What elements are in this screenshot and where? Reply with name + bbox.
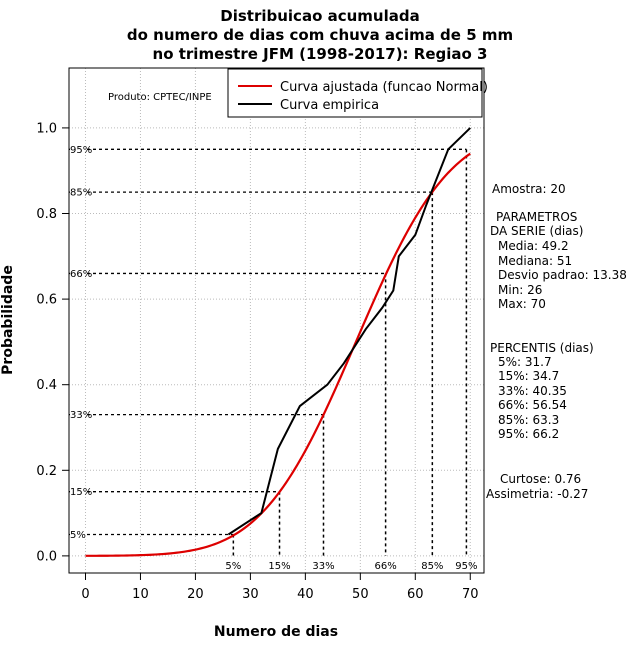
legend-box [227,68,483,118]
chart-title-line3: no trimestre JFM (1998-2017): Regiao 3 [152,45,488,63]
chart-title-line2: do numero de dias com chuva acima de 5 m… [126,26,514,44]
product-label: Produto: CPTEC/INPE [108,92,212,103]
y-axis-label: Probabilidade [0,265,16,375]
sample-count: Amostra: 20 [492,182,566,196]
percentile-y-label: 66% [70,269,92,280]
percentile-x-label: 5% [225,561,241,572]
y-tick-label: 0.2 [36,464,57,479]
percentile-label-bg [70,528,86,540]
fitted-normal-curve [85,152,471,557]
legend: Curva ajustada (funcao Normal) Curva emp… [227,68,488,118]
y-tick-label: 0.0 [36,549,57,564]
x-tick-label: 40 [297,587,314,602]
x-tick-label: 50 [352,587,369,602]
percentile-x-label: 95% [455,561,477,572]
y-tick-label: 0.6 [36,293,57,308]
x-tick-label: 10 [132,587,149,602]
percentile-y-label: 5% [70,530,86,541]
x-tick-label: 20 [187,587,204,602]
x-tick-label: 60 [407,587,424,602]
percentile-y-label: 15% [70,487,92,498]
percentile-label-bg [70,186,86,198]
y-tick-label: 0.4 [36,378,57,393]
legend-empirical-label: Curva empirica [280,98,379,113]
x-tick-label: 30 [242,587,259,602]
percentile-label-bg [70,408,86,420]
stat-min: Min: 26 [498,283,543,297]
stat-desvio: Desvio padrao: 13.38 [498,268,627,282]
percentile-x-label: 15% [268,561,290,572]
stat-p66: 66%: 56.54 [498,398,567,412]
stat-max: Max: 70 [498,297,546,311]
stat-p15: 15%: 34.7 [498,369,560,383]
percentile-x-label: 66% [374,561,396,572]
y-tick-label: 1.0 [36,121,57,136]
percentile-label-bg [70,485,86,497]
plot-frame [68,67,485,574]
params-header-1: PARAMETROS [496,210,578,224]
stat-mediana: Mediana: 51 [498,254,573,268]
stat-p5: 5%: 31.7 [498,355,552,369]
percentile-y-label: 33% [70,410,92,421]
y-tick-label: 0.8 [36,207,57,222]
legend-fitted-label: Curva ajustada (funcao Normal) [280,80,488,95]
percentis-header: PERCENTIS (dias) [490,341,594,355]
stat-media: Media: 49.2 [498,239,569,253]
stat-p95: 95%: 66.2 [498,427,560,441]
percentile-y-label: 95% [70,145,92,156]
stat-assimetria: Assimetria: -0.27 [486,487,589,501]
chart-title-line1: Distribuicao acumulada [220,7,420,25]
x-tick-label: 0 [81,587,89,602]
x-tick-label: 70 [462,587,479,602]
stat-p85: 85%: 63.3 [498,413,560,427]
percentile-label-bg [70,143,86,155]
empirical-curve [227,127,471,536]
params-header-2: DA SERIE (dias) [490,224,584,238]
percentile-y-label: 85% [70,188,92,199]
percentile-x-label: 33% [312,561,334,572]
percentile-x-label: 85% [421,561,443,572]
stat-curtose: Curtose: 0.76 [500,472,582,486]
stat-p33: 33%: 40.35 [498,384,567,398]
percentile-label-bg [70,267,86,279]
x-axis-label: Numero de dias [213,624,339,640]
